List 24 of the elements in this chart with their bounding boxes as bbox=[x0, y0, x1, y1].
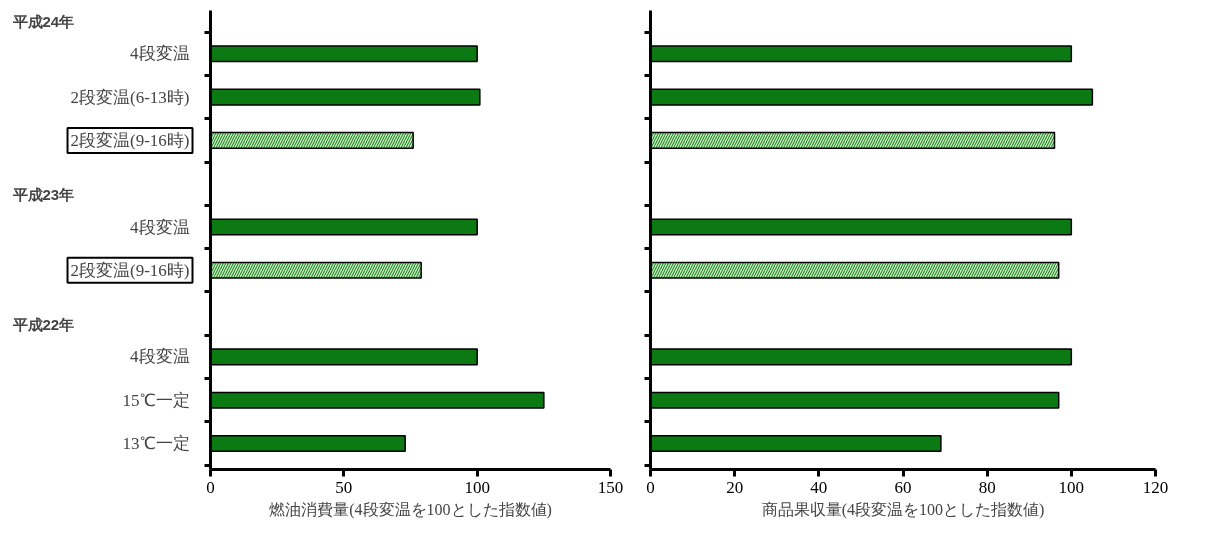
x-tick-label: 120 bbox=[1142, 477, 1169, 497]
y-tick-label: 13℃一定 bbox=[122, 434, 190, 454]
x-tick-label: 0 bbox=[646, 477, 655, 497]
y-tick-label: 4段変温 bbox=[130, 217, 190, 237]
x-tick-label: 20 bbox=[726, 477, 744, 497]
x-axis-title: 商品果収量(4段変温を100とした指数値) bbox=[761, 500, 1045, 519]
x-tick-label: 80 bbox=[978, 477, 996, 497]
x-tick-label: 40 bbox=[810, 477, 828, 497]
x-tick-label: 100 bbox=[1058, 477, 1085, 497]
x-tick-label: 150 bbox=[597, 477, 624, 497]
x-axis-title: 燃油消費量(4段変温を100とした指数値) bbox=[269, 500, 552, 519]
x-tick-label: 0 bbox=[206, 477, 215, 497]
y-tick-label: 15℃一定 bbox=[122, 390, 190, 410]
y-tick-label: 4段変温 bbox=[130, 347, 190, 367]
text: 平成23年 bbox=[11, 186, 75, 204]
text: 平成22年 bbox=[11, 315, 75, 333]
y-tick-label: 2段変温(9-16時) bbox=[70, 260, 190, 280]
x-tick-label: 100 bbox=[464, 477, 490, 497]
y-tick-label: 2段変温(9-16時) bbox=[70, 130, 190, 150]
y-tick-label: 4段変温 bbox=[130, 44, 190, 64]
x-tick-label: 60 bbox=[894, 477, 912, 497]
text: 平成24年 bbox=[11, 12, 75, 30]
x-tick-label: 50 bbox=[335, 477, 353, 497]
y-tick-label: 2段変温(6-13時) bbox=[70, 87, 190, 107]
